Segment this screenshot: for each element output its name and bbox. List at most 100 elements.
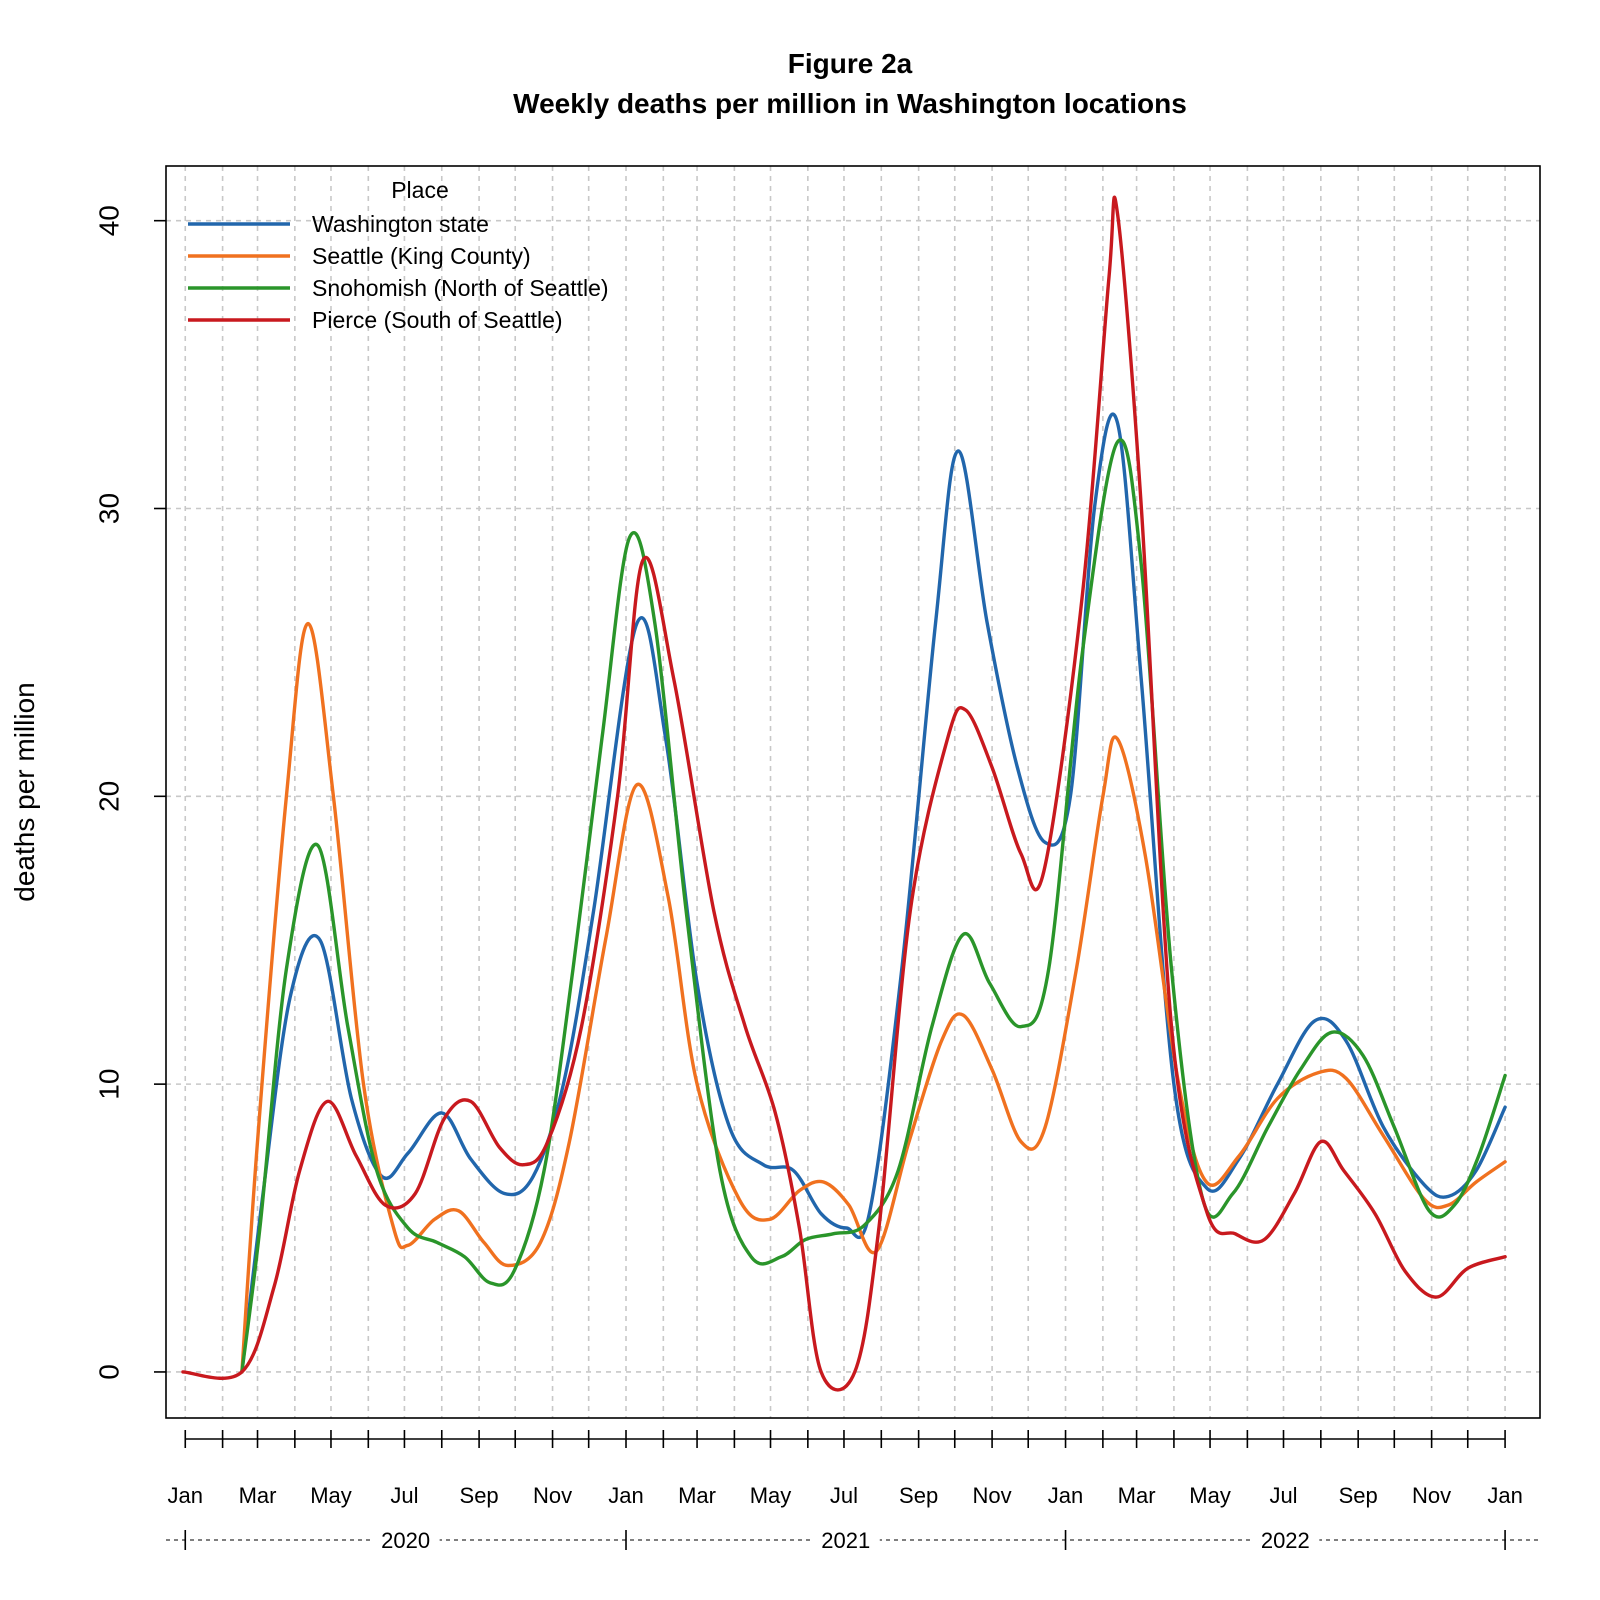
data-point [436,1242,437,1243]
data-point [1504,1256,1505,1257]
data-point [286,968,287,969]
y-axis: 0 10 20 30 40 [93,205,166,1380]
data-point [833,1233,834,1234]
data-point [739,1199,740,1200]
data-point [393,1227,394,1228]
data-point [489,1282,490,1283]
legend-label: Seattle (King County) [312,243,531,269]
y-axis-label: deaths per million [9,682,40,901]
data-point [1141,508,1142,509]
y-tick-label: 0 [93,1364,124,1380]
data-point [1020,1141,1021,1142]
data-point [1020,853,1021,854]
data-point [470,1158,471,1159]
data-point [1048,968,1049,969]
year-label-bg [811,1526,880,1554]
data-point [987,623,988,624]
data-point [1362,1055,1363,1056]
series-line-1 [240,621,1507,1374]
data-point [1318,1072,1319,1073]
chart-title: Figure 2a Weekly deaths per million in W… [0,44,1600,124]
data-point [347,1026,348,1027]
x-tick-label: Jan [1487,1483,1522,1508]
year-label: 2021 [821,1528,870,1553]
x-tick-label: May [1189,1483,1231,1508]
data-point [823,1181,824,1182]
data-point [533,1176,534,1177]
data-point [1173,1084,1174,1085]
data-point [1206,1181,1207,1182]
data-point [775,1112,776,1113]
data-point [668,896,669,897]
data-point [1206,1187,1207,1188]
data-point [299,1170,300,1171]
series-line-0 [240,412,1507,1374]
data-point [1235,1233,1236,1234]
x-tick-label: Jan [168,1483,203,1508]
y-tick-label: 20 [93,781,124,812]
legend-label: Snohomish (North of Seattle) [312,275,609,301]
data-point [696,983,697,984]
data-point [351,1098,352,1099]
data-point [1424,1184,1425,1185]
data-point [1171,968,1172,969]
data-point [1043,871,1044,872]
data-point [1117,442,1118,443]
data-point [793,1170,794,1171]
data-point [931,1026,932,1027]
data-point [572,968,573,969]
data-point [1094,508,1095,509]
data-point [799,1227,800,1228]
data-point [898,1170,899,1171]
data-point [1374,1213,1375,1214]
data-point [1117,422,1118,423]
data-point [1476,1181,1477,1182]
data-point [257,1141,258,1142]
x-tick-label: Nov [1412,1483,1451,1508]
data-point [963,934,964,935]
year-label: 2020 [381,1528,430,1553]
data-point [569,1141,570,1142]
data-point [605,940,606,941]
data-point [963,1014,964,1015]
data-point [1346,1078,1347,1079]
data-point [259,1227,260,1228]
data-point [848,1204,849,1205]
data-point [601,738,602,739]
data-point [1504,1075,1505,1076]
data-point [504,1193,505,1194]
data-point [665,738,666,739]
series-layer [181,195,1507,1392]
x-tick-label: May [310,1483,352,1508]
data-point [820,1371,821,1372]
data-point [1277,1098,1278,1099]
data-point [629,537,630,538]
x-tick-label: Mar [678,1483,716,1508]
data-point [1076,968,1077,969]
data-point [407,1227,408,1228]
x-tick-label: Sep [460,1483,499,1508]
x-tick-label: Nov [973,1483,1012,1508]
data-point [1300,1069,1301,1070]
data-point [713,911,714,912]
data-point [363,1084,364,1085]
data-point [507,1265,508,1266]
data-point [941,1040,942,1041]
data-point [1108,278,1109,279]
data-point [965,709,966,710]
data-point [1394,1127,1395,1128]
data-point [910,911,911,912]
data-point [908,1141,909,1142]
data-point [696,1084,697,1085]
data-point [1405,1271,1406,1272]
plot-frame [165,165,1541,1419]
series-line-2 [240,438,1507,1374]
data-point [286,796,287,797]
year-label-bg [371,1526,440,1554]
data-point [441,1112,442,1113]
data-point [458,1210,459,1211]
x-tick-label: Jul [830,1483,858,1508]
data-point [1448,1204,1449,1205]
x-tick-label: Jul [390,1483,418,1508]
